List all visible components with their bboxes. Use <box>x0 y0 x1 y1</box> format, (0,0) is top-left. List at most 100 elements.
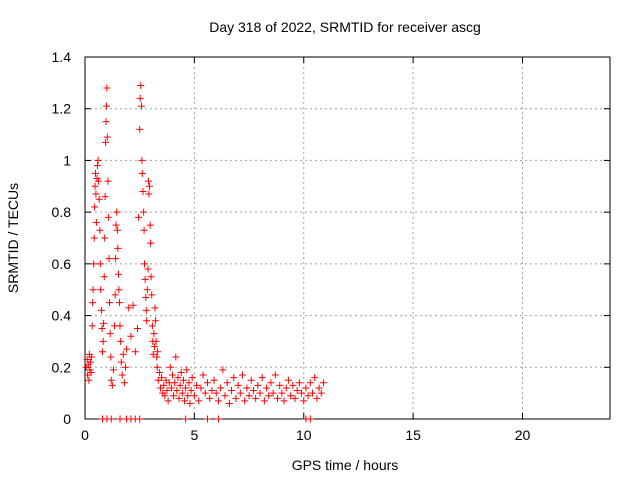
data-point <box>160 381 168 389</box>
data-point <box>302 384 310 392</box>
data-point <box>92 218 100 226</box>
data-point <box>101 234 109 242</box>
y-tick-label: 0 <box>63 411 71 427</box>
plot-frame <box>84 56 611 420</box>
data-point <box>113 226 121 234</box>
data-point <box>163 387 171 395</box>
data-point <box>245 392 253 400</box>
data-point <box>179 376 187 384</box>
data-point <box>107 376 115 384</box>
data-point <box>267 379 275 387</box>
data-point <box>95 195 103 203</box>
data-point <box>265 392 273 400</box>
data-point <box>148 322 156 330</box>
data-point <box>154 348 162 356</box>
data-point <box>223 379 231 387</box>
data-point <box>291 394 299 402</box>
data-point <box>289 381 297 389</box>
data-point <box>204 415 211 423</box>
data-point <box>106 330 114 338</box>
data-point <box>85 376 93 384</box>
data-point <box>89 286 97 294</box>
x-tick-label: 0 <box>81 427 89 443</box>
data-point <box>138 156 146 164</box>
data-point <box>141 275 149 283</box>
x-tick-label: 20 <box>515 427 531 443</box>
data-point <box>252 394 260 402</box>
data-point <box>206 394 214 402</box>
data-point <box>142 293 150 301</box>
data-point <box>176 381 184 389</box>
data-point <box>100 319 108 327</box>
data-point <box>116 299 124 307</box>
data-point <box>188 374 196 382</box>
data-point <box>150 330 158 338</box>
data-point <box>127 332 135 340</box>
data-point <box>87 368 95 376</box>
data-point <box>105 255 113 263</box>
data-point <box>129 301 137 309</box>
data-point <box>139 187 147 195</box>
data-point <box>241 397 249 405</box>
data-point <box>274 394 281 402</box>
data-point <box>107 353 115 361</box>
data-point <box>102 118 110 126</box>
data-point <box>113 208 121 216</box>
data-point <box>295 379 303 387</box>
data-point <box>177 368 185 376</box>
data-point <box>106 299 113 307</box>
data-point <box>217 384 225 392</box>
data-point <box>199 371 207 379</box>
data-point <box>92 190 100 198</box>
data-point <box>201 389 209 397</box>
data-point <box>148 291 156 299</box>
data-point <box>153 353 161 361</box>
data-point <box>123 345 131 353</box>
data-point <box>298 389 306 397</box>
data-point <box>118 371 126 379</box>
data-point <box>204 379 211 387</box>
data-point <box>142 306 150 314</box>
data-point <box>114 270 122 278</box>
data-point <box>247 376 255 384</box>
data-point <box>236 389 244 397</box>
y-tick-label: 1.4 <box>52 49 72 65</box>
data-point <box>158 374 166 382</box>
data-point <box>99 348 106 356</box>
data-point <box>121 363 129 371</box>
data-point <box>116 322 124 330</box>
data-point <box>145 190 153 198</box>
data-point <box>93 162 101 170</box>
data-point <box>293 387 301 395</box>
data-point <box>103 84 111 92</box>
data-point <box>102 138 110 146</box>
data-point <box>136 94 144 102</box>
data-point <box>193 381 201 389</box>
data-point <box>276 381 284 389</box>
data-point <box>230 374 238 382</box>
axis-ticks <box>84 56 610 420</box>
data-point <box>280 397 288 405</box>
data-point <box>214 397 222 405</box>
data-point <box>97 286 105 294</box>
x-tick-label: 5 <box>190 427 198 443</box>
data-point <box>208 387 216 395</box>
data-point <box>221 392 229 400</box>
x-tick-label: 15 <box>405 427 421 443</box>
data-point <box>152 337 160 345</box>
data-point <box>256 389 264 397</box>
data-point <box>174 374 182 382</box>
data-point <box>181 397 189 405</box>
data-point <box>136 415 144 423</box>
data-point <box>134 325 141 332</box>
data-point <box>88 322 96 330</box>
chart-title: Day 318 of 2022, SRMTID for receiver asc… <box>209 19 481 35</box>
data-point <box>100 273 108 281</box>
data-point <box>254 381 262 389</box>
data-point <box>269 389 277 397</box>
data-point <box>197 384 205 392</box>
data-point <box>161 392 169 400</box>
data-point <box>210 376 218 384</box>
data-point <box>119 350 127 358</box>
